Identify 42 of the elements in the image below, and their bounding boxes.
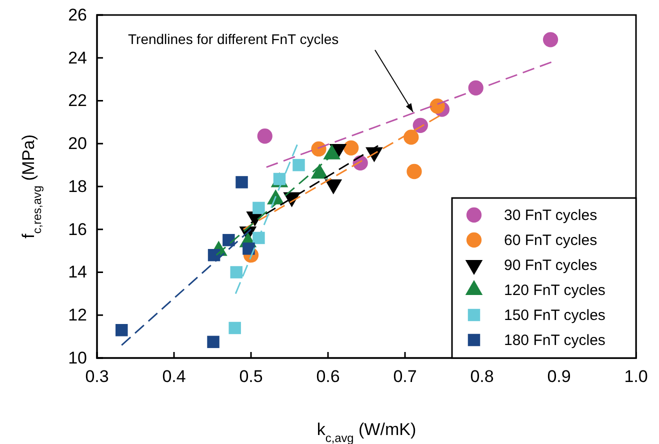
point (468, 80, 484, 96)
annotation: Trendlines for different FnT cycles (128, 31, 339, 47)
y-tick-label: 14 (68, 262, 87, 282)
x-tick-label: 0.4 (162, 367, 186, 386)
y-tick-label: 24 (68, 48, 87, 68)
point (257, 128, 272, 144)
x-tick-label: 0.5 (239, 367, 263, 386)
point (222, 234, 235, 246)
y-tick-label: 12 (68, 306, 87, 325)
point (236, 176, 248, 188)
legend-label: 150 FnT cycles (504, 307, 606, 324)
x-tick-label: 0.3 (85, 367, 109, 386)
x-tick-label: 0.7 (393, 367, 417, 386)
x-tick-label: 0.6 (316, 367, 340, 386)
point (230, 266, 242, 278)
point (344, 140, 359, 156)
legend-label: 120 FnT cycles (504, 282, 606, 299)
legend-label: 90 FnT cycles (504, 257, 598, 274)
point (311, 141, 326, 157)
point (242, 242, 255, 255)
x-tick-label: 0.9 (547, 367, 571, 386)
point (406, 164, 422, 180)
legend-label: 60 FnT cycles (504, 232, 598, 249)
x-tick-label: 0.8 (470, 367, 494, 386)
point (430, 98, 445, 114)
y-tick-label: 22 (68, 91, 87, 110)
x-tick-label: 1.0 (624, 367, 648, 386)
point (252, 202, 265, 214)
legend-label: 180 FnT cycles (504, 332, 606, 349)
point (207, 336, 220, 348)
point (542, 32, 558, 48)
point (404, 130, 419, 145)
y-tick-label: 26 (68, 5, 87, 24)
y-tick-label: 18 (68, 176, 87, 196)
point (116, 324, 128, 336)
point (412, 118, 428, 133)
legend-label: 30 FnT cycles (504, 207, 598, 224)
y-tick-label: 10 (68, 348, 87, 368)
point (228, 322, 241, 334)
y-tick-label: 16 (68, 220, 87, 239)
y-tick-label: 20 (68, 134, 87, 154)
point (292, 158, 305, 172)
